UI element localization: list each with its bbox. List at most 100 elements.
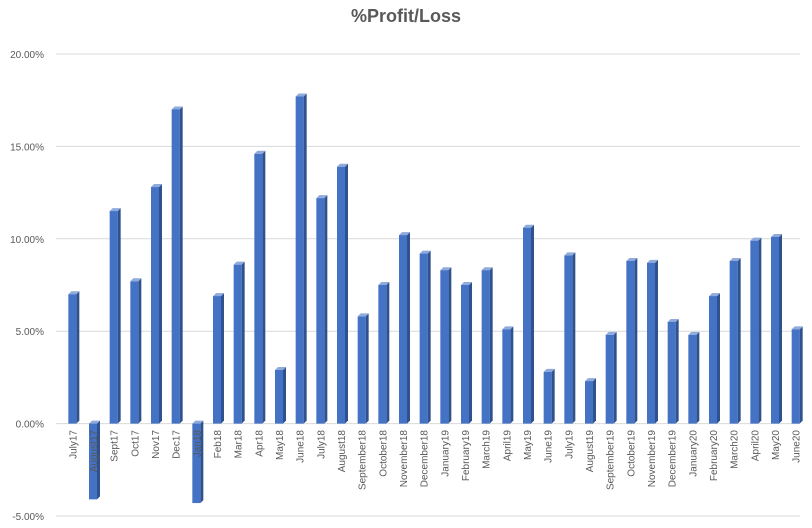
bar-front (130, 281, 139, 424)
chart-title: %Profit/Loss (350, 6, 461, 26)
x-tick-label: Feb18 (213, 430, 224, 459)
x-tick-label: June18 (296, 430, 307, 463)
bar-front (151, 187, 159, 424)
bar-top (729, 257, 741, 261)
x-tick-label: February20 (709, 430, 720, 482)
bar-side (510, 326, 514, 424)
bar-front (791, 329, 800, 424)
bar-front (295, 96, 304, 424)
bar-top (378, 282, 390, 285)
bar-top (564, 252, 576, 256)
x-tick-label: Jan18 (192, 430, 203, 458)
bar-front (213, 296, 221, 424)
bar-July18 (316, 195, 328, 424)
bar-December19 (667, 318, 679, 424)
bar-November18 (399, 232, 410, 424)
bar-Sept17 (109, 208, 121, 424)
bar-top (337, 163, 348, 167)
x-tick-label: March19 (482, 430, 493, 469)
bar-top (605, 331, 617, 335)
bar-side (779, 233, 782, 424)
bar-top (461, 282, 472, 285)
x-tick-label: May20 (771, 430, 782, 460)
bar-June19 (543, 368, 555, 424)
bar-top (419, 250, 431, 254)
bar-August18 (337, 163, 348, 424)
bar-September19 (605, 331, 617, 424)
bar-July17 (68, 291, 80, 424)
bar-front (399, 235, 407, 424)
x-tick-label: October19 (626, 430, 637, 477)
bar-top (791, 326, 803, 330)
x-tick-label: Mar18 (234, 430, 245, 459)
bar-front (192, 423, 201, 504)
bar-front (523, 227, 531, 424)
bar-Mar18 (233, 261, 245, 424)
x-tick-label: Nov17 (151, 430, 162, 459)
bar-top (750, 237, 762, 241)
x-tick-label: June20 (792, 430, 803, 463)
bar-side (489, 267, 493, 424)
bars (68, 93, 803, 504)
bar-top (688, 331, 700, 335)
bar-front (89, 423, 97, 500)
y-tick-label: 10.00% (10, 235, 44, 246)
x-tick-label: December18 (420, 430, 431, 488)
bar-Jan18 (192, 420, 204, 504)
bar-side (365, 313, 369, 424)
bar-top (357, 313, 369, 317)
y-tick-label: 5.00% (16, 327, 44, 338)
bar-December18 (419, 250, 431, 424)
bar-side (407, 232, 410, 424)
bar-front (316, 198, 325, 424)
x-tick-label: March20 (730, 430, 741, 469)
x-tick-label: December19 (668, 430, 679, 488)
bar-front (357, 316, 366, 424)
bar-side (200, 420, 204, 504)
bar-front (109, 211, 118, 424)
x-tick-label: January20 (688, 430, 699, 477)
bar-side (324, 195, 328, 424)
bar-February19 (461, 282, 472, 424)
bar-side (427, 250, 431, 424)
bar-front (709, 296, 717, 424)
bar-top (171, 106, 183, 110)
bar-top (502, 326, 514, 330)
bar-top (667, 318, 679, 322)
x-tick-label: Sept17 (110, 430, 121, 462)
bar-March19 (481, 267, 493, 424)
bar-front (605, 334, 614, 424)
bar-top (89, 420, 100, 424)
bar-June20 (791, 326, 803, 424)
bar-August19 (585, 378, 596, 424)
bar-side (758, 237, 762, 424)
bar-top (130, 278, 142, 282)
bar-front (461, 285, 469, 424)
bar-front (647, 262, 655, 424)
bar-side (799, 326, 803, 424)
x-tick-label: Apr18 (254, 430, 265, 457)
bar-October19 (626, 257, 638, 424)
bar-Feb18 (213, 293, 224, 424)
bar-January19 (440, 267, 452, 424)
bar-Dec17 (171, 106, 183, 424)
bar-Oct17 (130, 278, 142, 424)
bar-April20 (750, 237, 762, 424)
bar-side (613, 331, 617, 424)
x-tick-label: June19 (544, 430, 555, 463)
x-tick-label: August18 (337, 430, 348, 473)
bar-front (481, 270, 490, 424)
bar-front (337, 166, 345, 424)
bar-side (179, 106, 183, 424)
bar-side (634, 257, 638, 424)
y-tick-label: 15.00% (10, 142, 44, 153)
x-tick-label: May19 (523, 430, 534, 460)
bar-front (233, 264, 242, 424)
bar-side (138, 278, 142, 424)
bar-May18 (275, 367, 286, 424)
bar-top (626, 257, 638, 261)
bar-March20 (729, 257, 741, 424)
bar-front (585, 381, 593, 424)
bar-side (97, 420, 100, 500)
